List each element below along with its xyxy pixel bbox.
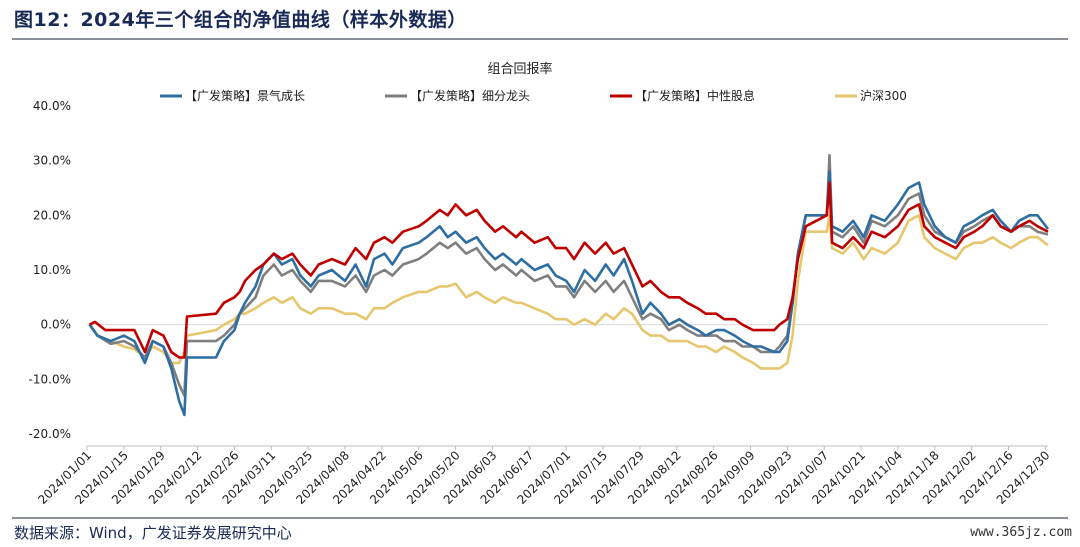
legend-label: 【广发策略】细分龙头 xyxy=(410,88,530,103)
chart-title: 组合回报率 xyxy=(487,61,552,77)
bottom-divider xyxy=(12,517,1068,519)
watermark: www.365jz.com xyxy=(970,525,1072,540)
y-tick-label: 20.0% xyxy=(33,208,71,222)
figure-title: 图12：2024年三个组合的净值曲线（样本外数据） xyxy=(14,9,467,31)
y-tick-label: 0.0% xyxy=(41,318,72,332)
top-divider xyxy=(12,38,1068,40)
series-line-3 xyxy=(88,181,1049,359)
series-line-1 xyxy=(88,170,1050,417)
series-line-4 xyxy=(88,214,1049,370)
y-tick-label: 10.0% xyxy=(33,263,71,277)
series-group xyxy=(88,153,1050,417)
y-axis: 40.0% 30.0% 20.0% 10.0% 0.0% -10.0% -20.0% xyxy=(29,99,71,441)
x-axis: 2024/01/012024/01/152024/01/292024/02/12… xyxy=(35,446,1052,507)
y-tick-label: -10.0% xyxy=(29,372,71,386)
series-line-2 xyxy=(88,153,1049,397)
y-tick-label: 40.0% xyxy=(33,99,71,113)
legend: 【广发策略】景气成长 【广发策略】细分龙头 【广发策略】中性股息 沪深300 xyxy=(160,88,907,103)
source-note: 数据来源：Wind，广发证券发展研究中心 xyxy=(14,524,292,542)
legend-label: 【广发策略】中性股息 xyxy=(635,88,755,103)
legend-label: 沪深300 xyxy=(860,89,907,103)
y-tick-label: -20.0% xyxy=(29,427,71,441)
legend-label: 【广发策略】景气成长 xyxy=(185,88,305,103)
y-tick-label: 30.0% xyxy=(33,154,71,168)
